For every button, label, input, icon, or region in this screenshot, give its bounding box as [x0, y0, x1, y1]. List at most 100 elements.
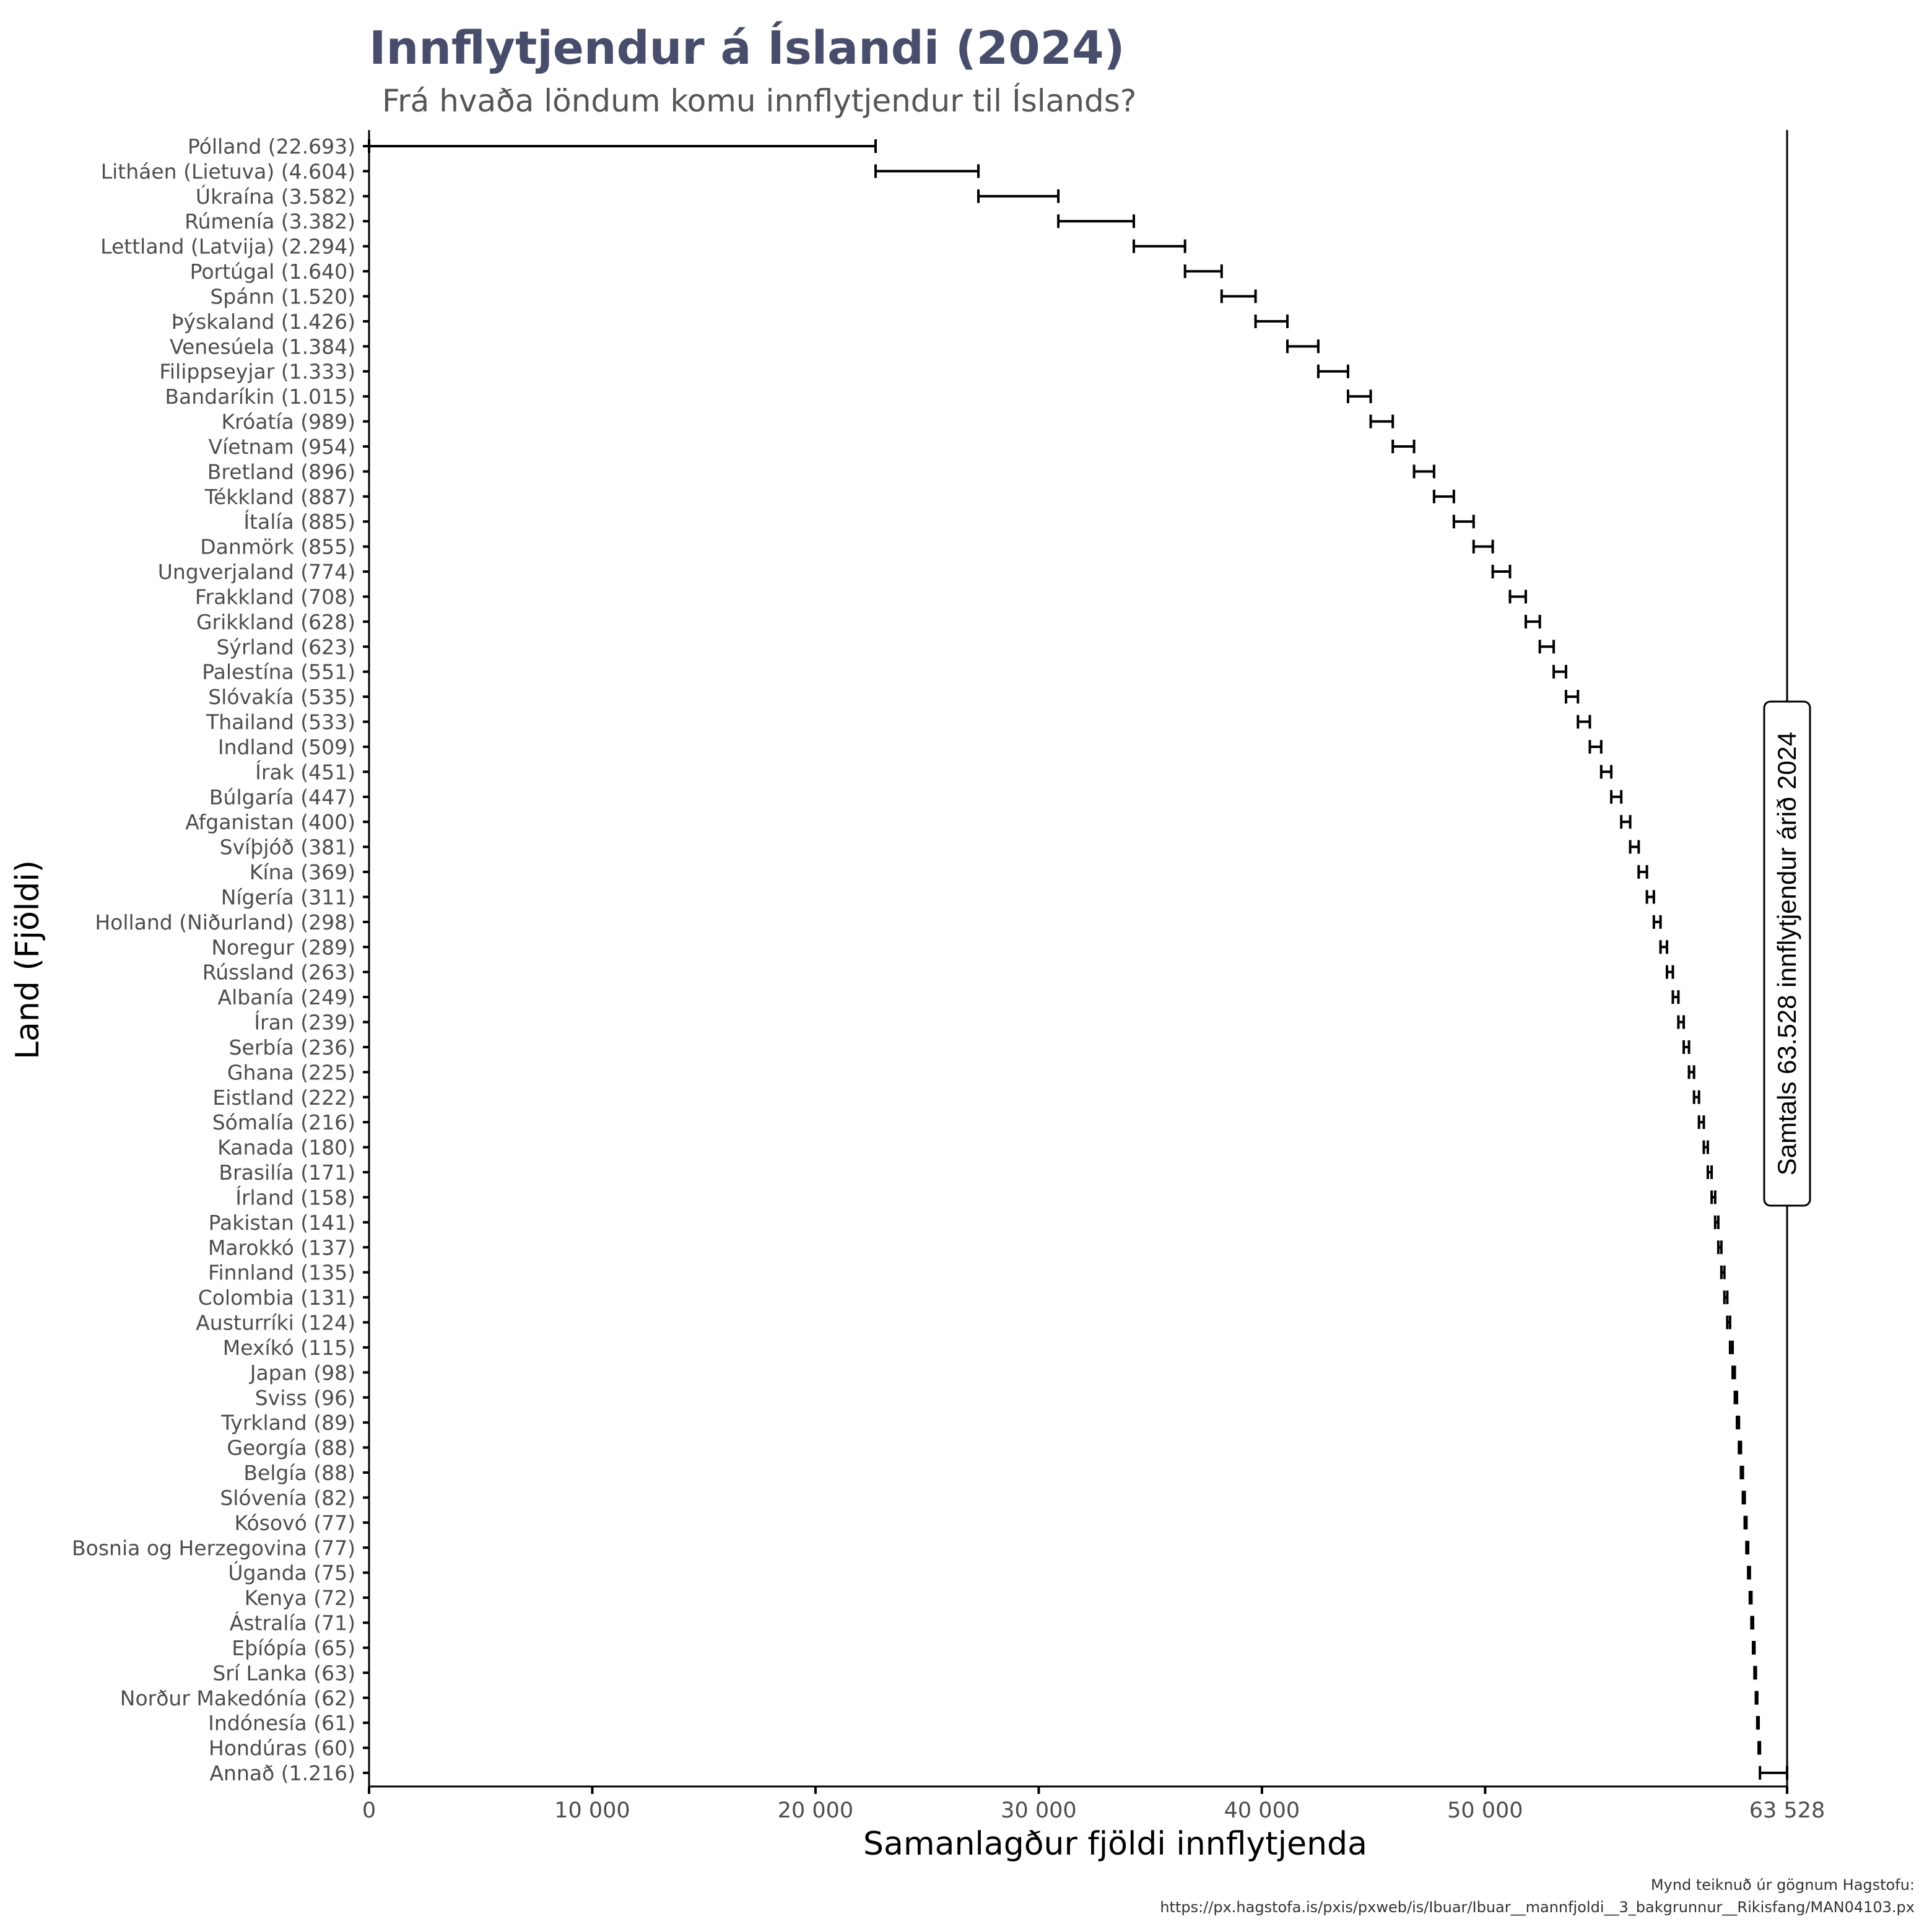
x-tick-label: 63 528 [1749, 1798, 1825, 1823]
waterfall-segment [1665, 965, 1674, 979]
y-tick-label: Noregur (289) [211, 935, 355, 959]
waterfall-segment [1346, 389, 1372, 404]
y-tick-label: Venesúela (1.384) [170, 334, 355, 359]
y-tick-label: Frakkland (708) [195, 585, 355, 609]
waterfall-segment [1751, 1640, 1756, 1655]
y-tick-label: Þýskaland (1.426) [172, 310, 355, 334]
waterfall-segment [1731, 1365, 1736, 1380]
waterfall-segment [1577, 715, 1591, 729]
y-tick-label: Rúmenía (3.382) [185, 209, 355, 233]
y-tick-label: Írak (451) [255, 759, 355, 784]
waterfall-segment [1254, 314, 1289, 328]
y-tick-label: Írland (158) [235, 1185, 355, 1209]
y-tick-label: Kenya (72) [245, 1586, 355, 1610]
y-tick-label: Portúgal (1.640) [190, 259, 355, 284]
caption-line-1: Mynd teiknuð úr gögnum Hagstofu: [1651, 1876, 1915, 1894]
y-tick-label: Brasilía (171) [219, 1160, 355, 1185]
y-tick-label: Bosnia og Herzegovina (77) [72, 1536, 355, 1560]
waterfall-segment [1524, 614, 1541, 629]
y-tick-label: Tékkland (887) [204, 485, 355, 509]
y-tick-label: Palestína (551) [202, 660, 355, 684]
y-tick-label: Slóvenía (82) [220, 1486, 355, 1510]
y-tick-label: Pólland (22.693) [188, 134, 355, 159]
y-tick-label: Albanía (249) [218, 985, 355, 1009]
waterfall-segment [368, 139, 877, 153]
waterfall-segment [1659, 940, 1668, 954]
waterfall-segment [1713, 1215, 1720, 1229]
waterfall-segment [1183, 264, 1223, 279]
y-tick-label: Nígería (311) [221, 885, 355, 909]
chart-title: Innflytjendur á Íslandi (2024) [369, 20, 1125, 75]
x-tick-label: 40 000 [1224, 1798, 1300, 1823]
y-tick-label: Svíþjóð (381) [220, 835, 355, 859]
y-tick-label: Kanada (180) [217, 1136, 355, 1160]
y-tick-label: Slóvakía (535) [208, 685, 355, 709]
waterfall-segment [1472, 539, 1494, 554]
waterfall-segment [1452, 515, 1475, 529]
waterfall-segment [1697, 1115, 1705, 1129]
y-tick-label: Sýrland (623) [216, 635, 355, 659]
waterfall-segment [1412, 464, 1435, 479]
y-tick-label: Íran (239) [254, 1010, 355, 1035]
y-tick-label: Lettland (Latvija) (2.294) [100, 235, 355, 259]
waterfall-segment [1538, 640, 1556, 654]
waterfall-segment [1133, 239, 1186, 253]
waterfall-segment [1736, 1416, 1741, 1430]
waterfall-segment [1610, 790, 1623, 804]
y-tick-labels: Pólland (22.693)Litháen (Lietuva) (4.604… [72, 134, 355, 1785]
waterfall-segment [874, 164, 980, 178]
y-tick-label: Danmörk (855) [200, 535, 355, 559]
y-tick-label: Spánn (1.520) [210, 284, 355, 308]
waterfall-segment [1753, 1666, 1757, 1680]
y-tick-label: Hondúras (60) [209, 1736, 355, 1760]
y-tick-label: Víetnam (954) [209, 435, 356, 459]
waterfall-segment [1726, 1315, 1731, 1329]
waterfall-segment [1759, 1766, 1788, 1780]
y-tick-label: Ungverjaland (774) [158, 560, 355, 584]
waterfall-segment [1710, 1190, 1717, 1204]
y-tick-label: Pakistan (141) [209, 1211, 355, 1235]
y-tick-label: Sviss (96) [255, 1386, 355, 1410]
waterfall-segment [1552, 664, 1567, 679]
y-tick-label: Tyrkland (89) [220, 1411, 355, 1435]
y-tick-label: Búlgaría (447) [209, 785, 355, 809]
y-tick-label: Eistland (222) [212, 1086, 355, 1110]
waterfall-segments [368, 139, 1788, 1780]
waterfall-segment [1645, 890, 1655, 904]
waterfall-segment [1747, 1565, 1751, 1580]
waterfall-segment [977, 189, 1060, 203]
y-tick-label: Finnland (135) [208, 1261, 355, 1285]
waterfall-segment [1588, 739, 1603, 754]
waterfall-segment [1220, 289, 1257, 303]
waterfall-segment [1671, 990, 1680, 1004]
y-tick-label: Litháen (Lietuva) (4.604) [101, 159, 355, 183]
y-tick-label: Bandaríkin (1.015) [165, 385, 355, 409]
waterfall-segment [1723, 1290, 1729, 1305]
y-tick-label: Annað (1.216) [209, 1761, 355, 1785]
y-tick-label: Kína (369) [250, 860, 355, 884]
x-tick-label: 10 000 [554, 1798, 630, 1823]
y-tick-label: Rússland (263) [202, 960, 355, 985]
waterfall-segment [1733, 1390, 1739, 1404]
y-tick-label: Georgía (88) [227, 1436, 355, 1460]
waterfall-segment [1720, 1265, 1726, 1279]
waterfall-segment [1316, 364, 1349, 378]
y-tick-label: Marokkó (137) [208, 1235, 355, 1260]
y-tick-label: Srí Lanka (63) [212, 1661, 355, 1685]
waterfall-segment [1508, 590, 1527, 604]
chart-subtitle: Frá hvaða löndum komu innflytjendur til … [382, 82, 1136, 119]
waterfall-segment [1717, 1240, 1723, 1255]
y-tick-label: Úganda (75) [228, 1560, 355, 1585]
waterfall-segment [1728, 1340, 1734, 1354]
y-tick-label: Norður Makedónía (62) [120, 1686, 355, 1710]
waterfall-segment [1564, 690, 1580, 704]
waterfall-segment [1748, 1591, 1753, 1605]
waterfall-segment [1706, 1165, 1713, 1180]
y-tick-label: Serbía (236) [229, 1035, 355, 1060]
y-tick-label: Afganistan (400) [185, 810, 355, 834]
waterfall-segment [1739, 1466, 1744, 1480]
y-tick-label: Króatía (989) [222, 410, 355, 434]
waterfall-segment [1687, 1065, 1695, 1079]
y-tick-label: Indónesía (61) [208, 1711, 355, 1735]
